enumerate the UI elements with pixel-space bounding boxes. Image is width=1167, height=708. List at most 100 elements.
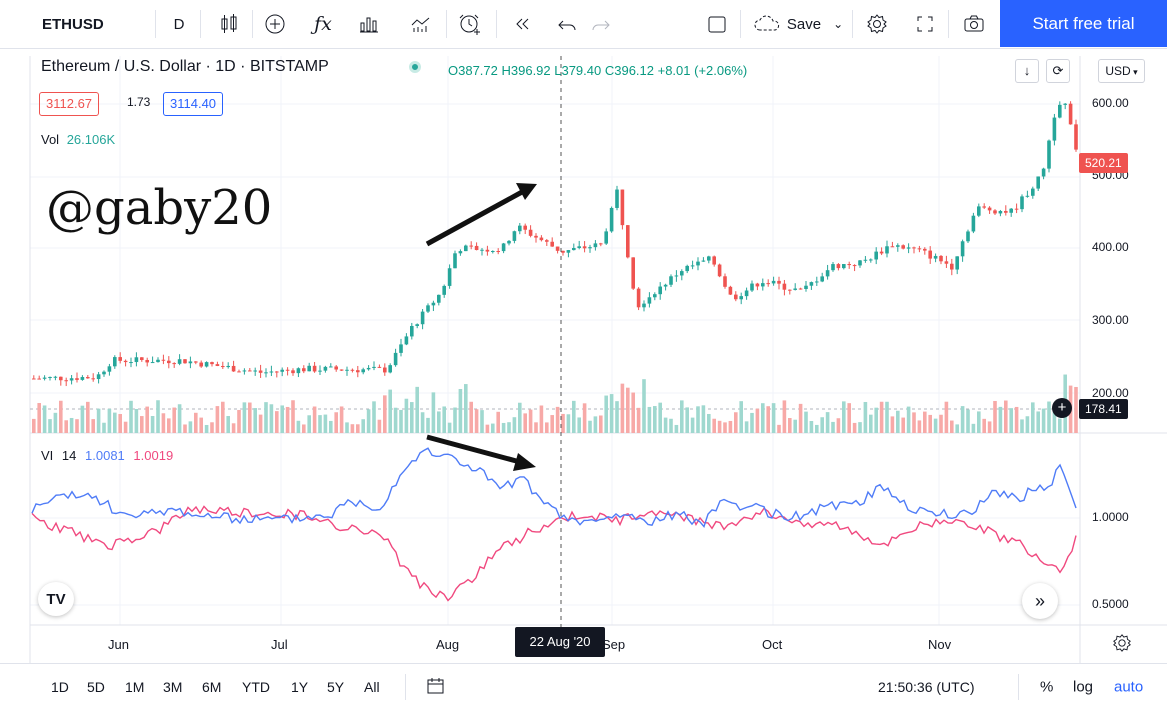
timeframe-1m[interactable]: 1M — [125, 679, 145, 695]
currency-selector[interactable]: USD ▾ — [1098, 59, 1145, 83]
log-toggle[interactable]: log — [1073, 678, 1094, 696]
candle-body — [102, 371, 106, 375]
arrow-down-icon[interactable]: ↓ — [1015, 59, 1039, 83]
volume-bar — [620, 383, 625, 433]
tradingview-logo-icon[interactable]: TV — [38, 582, 74, 616]
volume-bar — [728, 420, 733, 433]
chart-settings-gear-icon[interactable] — [1112, 633, 1132, 658]
fullscreen-icon[interactable] — [908, 0, 942, 48]
scroll-to-realtime-icon[interactable]: » — [1022, 583, 1058, 619]
series-title[interactable]: Ethereum / U.S. Dollar · 1D · BITSTAMP — [41, 58, 329, 75]
vi-minus-value: 1.0019 — [133, 448, 174, 463]
volume-bar — [334, 412, 338, 433]
candle-style-icon[interactable] — [212, 0, 246, 48]
camera-icon[interactable] — [956, 0, 992, 48]
divider — [496, 10, 497, 38]
candle-body — [615, 189, 619, 208]
timeframe-1y[interactable]: 1Y — [291, 679, 309, 695]
market-status-dot[interactable] — [409, 61, 421, 73]
sell-price-button[interactable]: 3112.67 — [39, 92, 100, 116]
candle-body — [437, 294, 441, 303]
volume-value: 26.106K — [66, 132, 116, 147]
candle-body — [717, 264, 722, 277]
candle-body — [118, 357, 122, 361]
price-tick: 200.00 — [1092, 386, 1129, 400]
vi-label: VI — [41, 448, 54, 463]
auto-toggle[interactable]: auto — [1114, 678, 1144, 696]
start-free-trial-button[interactable]: Start free trial — [1000, 0, 1167, 47]
candle-body — [1004, 210, 1008, 213]
indicators-icon[interactable]: ƒx — [314, 13, 332, 35]
volume-bar — [1004, 400, 1008, 433]
volume-bar — [842, 401, 846, 433]
volume-bar — [377, 419, 382, 433]
candle-body — [161, 359, 166, 361]
volume-bar — [177, 404, 182, 433]
volume-bar — [744, 421, 749, 433]
chevron-down-icon[interactable]: ⌄ — [833, 17, 844, 31]
vi-tick: 0.5000 — [1092, 597, 1129, 611]
refresh-icon[interactable]: ⟳ — [1046, 59, 1070, 83]
date-range-icon[interactable] — [425, 676, 447, 701]
indicator-chart-icon[interactable] — [404, 0, 438, 48]
undo-icon[interactable] — [550, 0, 584, 48]
candle-body — [53, 376, 58, 378]
candle-body — [523, 225, 527, 230]
templates-icon[interactable] — [352, 0, 386, 48]
cloud-icon — [754, 15, 779, 31]
timeframe-ytd[interactable]: YTD — [242, 679, 270, 695]
symbol-search-button[interactable]: ETHUSD — [42, 15, 104, 33]
volume-legend[interactable]: Vol 26.106K — [41, 132, 115, 147]
candle-body — [636, 288, 641, 308]
volume-bar — [485, 424, 490, 433]
volume-bar — [458, 389, 463, 433]
candle-body — [226, 365, 230, 368]
bottom-toolbar — [0, 663, 1167, 708]
volume-bar — [798, 403, 803, 433]
volume-bar — [539, 405, 544, 433]
replay-icon[interactable] — [505, 0, 539, 48]
vi-legend[interactable]: VI 14 1.0081 1.0019 — [41, 448, 173, 463]
timeframe-all[interactable]: All — [364, 679, 380, 695]
timeframe-6m[interactable]: 6M — [202, 679, 222, 695]
candle-body — [194, 361, 198, 363]
timeframe-5y[interactable]: 5Y — [327, 679, 345, 695]
volume-bar — [1009, 408, 1013, 433]
candle-body — [1047, 140, 1051, 169]
candle-body — [64, 380, 68, 382]
candle-body — [518, 225, 522, 232]
timeframe-1d[interactable]: 1D — [51, 679, 69, 695]
timeframe-5d[interactable]: 5D — [87, 679, 105, 695]
candle-body — [1036, 176, 1040, 189]
volume-bar — [491, 423, 495, 433]
candle-body — [291, 370, 295, 374]
add-plus-icon[interactable]: + — [1052, 398, 1072, 418]
volume-bar — [863, 401, 868, 433]
volume-bar — [37, 403, 41, 433]
clock-timezone[interactable]: 21:50:36 (UTC) — [878, 679, 975, 695]
timeframe-3m[interactable]: 3M — [163, 679, 183, 695]
percent-toggle[interactable]: % — [1040, 678, 1054, 696]
layout-icon[interactable] — [700, 0, 734, 48]
candle-body — [966, 231, 970, 242]
volume-bar — [253, 408, 257, 433]
volume-bar — [977, 411, 981, 433]
volume-bar — [755, 408, 760, 433]
alert-clock-icon[interactable] — [452, 0, 488, 48]
candle-body — [599, 243, 603, 245]
volume-bar — [690, 417, 695, 433]
save-button[interactable]: Save ⌄ — [746, 0, 850, 48]
divider — [740, 10, 741, 38]
divider — [252, 10, 253, 38]
compare-add-icon[interactable] — [258, 0, 292, 48]
candle-body — [464, 245, 468, 252]
candle-body — [86, 377, 90, 379]
redo-icon[interactable] — [584, 0, 618, 48]
candle-body — [485, 249, 490, 252]
interval-button[interactable]: D — [173, 15, 185, 33]
settings-gear-icon[interactable] — [860, 0, 894, 48]
candle-body — [507, 240, 511, 244]
buy-price-button[interactable]: 3114.40 — [163, 92, 224, 116]
volume-bar — [1031, 402, 1035, 433]
candlesticks — [32, 101, 1078, 387]
